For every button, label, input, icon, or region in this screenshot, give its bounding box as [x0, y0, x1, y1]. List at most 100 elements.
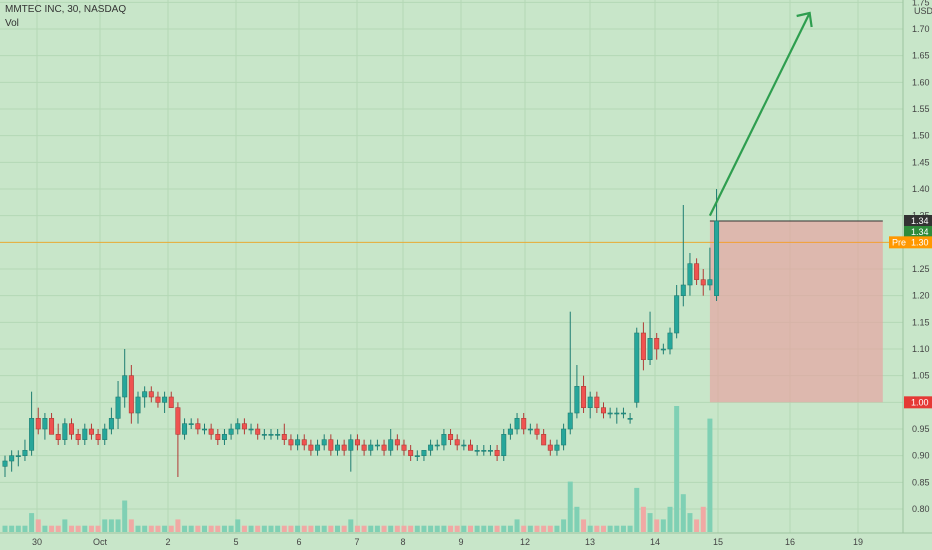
time-tick-label: 6 — [296, 537, 301, 547]
candle-body — [640, 332, 646, 360]
candle — [341, 439, 347, 456]
candle-body — [334, 444, 340, 451]
candle — [667, 327, 673, 355]
price-tick-label: 1.75 — [912, 0, 930, 7]
volume-bar — [335, 525, 340, 532]
volume-bar — [2, 525, 8, 532]
volume-bar — [561, 519, 567, 532]
candle — [29, 391, 35, 456]
candle — [461, 439, 467, 451]
last-price-tag-text: 1.34 — [911, 216, 929, 226]
candle — [135, 391, 141, 424]
candle-body — [594, 396, 600, 408]
candle — [487, 445, 493, 456]
volume-bar — [461, 525, 467, 532]
price-tick-label: 0.85 — [912, 477, 930, 487]
candle — [261, 429, 267, 440]
volume-bar — [388, 525, 394, 532]
candle-body — [421, 450, 427, 456]
risk-box — [709, 221, 883, 403]
volume-bar — [394, 525, 400, 532]
volume-bar — [148, 525, 154, 532]
candle-body — [607, 412, 613, 415]
candle — [534, 423, 540, 440]
volume-bar — [634, 487, 640, 532]
candle — [501, 429, 507, 461]
price-tick-label: 1.05 — [912, 371, 930, 381]
candle-body — [567, 412, 573, 430]
candle — [700, 269, 706, 296]
volume-bar — [448, 525, 454, 532]
close-price-tag-bg — [904, 226, 932, 238]
volume-bar — [35, 519, 41, 532]
candle-body — [321, 439, 327, 446]
candle-body — [441, 434, 447, 446]
candle — [620, 407, 626, 419]
candle-body — [700, 279, 706, 286]
candle — [421, 450, 427, 461]
candle-body — [195, 423, 201, 430]
candle-body — [574, 386, 580, 414]
candle-body — [507, 428, 513, 435]
price-tick-label: 1.15 — [912, 317, 930, 327]
candle — [361, 439, 367, 456]
time-tick-label: Oct — [93, 537, 108, 547]
volume-bar — [434, 525, 440, 532]
candle — [614, 407, 620, 424]
candle — [354, 434, 360, 451]
stop-price-tag: 1.00 — [904, 396, 932, 409]
candle — [275, 429, 281, 440]
candle-body — [467, 444, 473, 451]
volume-bar — [328, 525, 334, 532]
candle-body — [261, 434, 267, 436]
volume-bar — [507, 525, 513, 532]
time-tick-label: 14 — [650, 537, 660, 547]
candle-body — [162, 396, 168, 403]
candle-body — [148, 391, 154, 398]
volume-bar — [321, 525, 327, 532]
volume-bar — [640, 506, 646, 532]
candle — [9, 450, 15, 472]
candle — [334, 439, 340, 456]
candle-body — [461, 444, 467, 447]
candle-body — [561, 428, 567, 446]
candle — [547, 439, 553, 456]
candle-body — [388, 439, 394, 451]
candle — [281, 423, 287, 445]
volume-bar — [281, 525, 287, 532]
time-tick-label: 2 — [165, 537, 170, 547]
volume-bar — [155, 525, 161, 532]
candle-body — [614, 412, 620, 415]
volume-bar — [654, 519, 660, 532]
candle-body — [135, 396, 141, 414]
candle — [381, 439, 387, 456]
volume-bar — [49, 525, 55, 532]
price-tick-label: 0.90 — [912, 451, 930, 461]
volume-bar — [481, 525, 487, 532]
volume-bar — [15, 525, 21, 532]
volume-bar — [487, 525, 493, 532]
candle — [394, 434, 400, 451]
candle-body — [381, 444, 387, 451]
volume-bar — [208, 525, 214, 532]
candle-body — [9, 455, 15, 462]
volume-bar — [547, 525, 553, 532]
candle-body — [600, 407, 606, 414]
candle-body — [428, 444, 434, 451]
candle-body — [634, 332, 640, 403]
candle-body — [660, 348, 666, 351]
volume-bar — [248, 525, 254, 532]
candle-body — [714, 220, 720, 296]
candle-body — [654, 338, 660, 350]
candle — [122, 349, 128, 408]
volume-bar — [428, 525, 434, 532]
volume-bar — [381, 525, 387, 532]
volume-bar — [275, 525, 281, 532]
candle — [75, 429, 81, 445]
candle-body — [448, 434, 454, 440]
volume-bar — [527, 525, 533, 532]
candle-body — [75, 434, 81, 440]
last-price-tag: 1.34 — [904, 215, 932, 227]
